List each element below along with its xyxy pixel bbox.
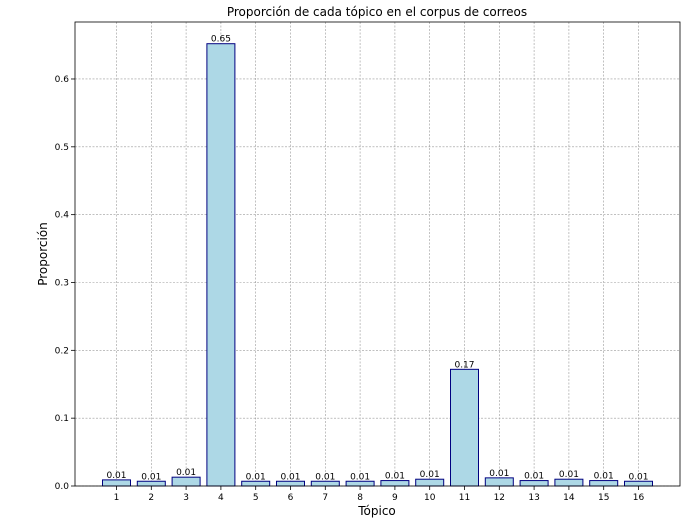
bar-value-label: 0.01 — [176, 468, 196, 478]
x-tick-label: 13 — [528, 493, 539, 503]
y-tick-label: 0.3 — [55, 278, 69, 288]
x-tick-label: 10 — [424, 493, 436, 503]
bar-value-label: 0.01 — [489, 469, 509, 479]
bar-topic-3 — [171, 476, 201, 487]
x-tick-label: 2 — [148, 493, 154, 503]
bar-topic-14 — [554, 478, 584, 487]
grid-layer — [75, 22, 680, 487]
bar-topic-12 — [484, 477, 514, 487]
bar-value-label: 0.01 — [524, 472, 544, 482]
y-tick-label: 0.2 — [55, 346, 69, 356]
bar-value-label: 0.01 — [106, 471, 126, 481]
bar-value-label: 0.01 — [628, 472, 648, 482]
bar-value-label: 0.17 — [454, 360, 474, 370]
bar-value-label: 0.01 — [141, 472, 161, 482]
bar-topic-4 — [206, 43, 236, 487]
labels-layer: 0.01 0.01 0.01 0.65 0.01 0.01 0.01 0.01 0.01 0.01… — [106, 35, 648, 483]
bar-value-label: 0.01 — [385, 472, 405, 482]
x-tick-label: 11 — [459, 493, 470, 503]
x-tick-label: 9 — [392, 493, 398, 503]
x-tick-label: 8 — [357, 493, 363, 503]
bar-value-label: 0.65 — [211, 35, 231, 45]
x-tick-label: 4 — [218, 493, 224, 503]
y-axis-label: Proporción — [36, 222, 50, 286]
bar-value-label: 0.01 — [559, 470, 579, 480]
bars-layer — [102, 43, 653, 487]
x-tick-label: 5 — [253, 493, 259, 503]
plot-frame — [74, 21, 681, 487]
x-tick-label: 12 — [494, 493, 505, 503]
y-tick-label: 0.4 — [55, 211, 70, 221]
bar-value-label: 0.01 — [315, 472, 335, 482]
axis-layer: 0.00.10.20.30.40.50.61 2 3 4 5 6 7 8 9 10 11 12 13 14… — [55, 75, 645, 503]
x-tick-label: 7 — [322, 493, 328, 503]
x-tick-label: 1 — [114, 493, 120, 503]
chart-title: Proporción de cada tópico en el corpus d… — [227, 5, 527, 19]
x-tick-label: 16 — [633, 493, 645, 503]
x-tick-label: 6 — [288, 493, 294, 503]
x-axis-label: Tópico — [357, 504, 396, 518]
x-tick-label: 14 — [563, 493, 575, 503]
x-tick-label: 3 — [183, 493, 189, 503]
bar-topic-10 — [415, 478, 445, 487]
y-tick-label: 0.5 — [55, 143, 69, 153]
y-tick-label: 0.1 — [55, 414, 69, 424]
x-tick-label: 15 — [598, 493, 609, 503]
bar-value-label: 0.01 — [420, 470, 440, 480]
bar-value-label: 0.01 — [246, 472, 266, 482]
bar-topic-11 — [450, 368, 479, 487]
y-tick-label: 0.6 — [55, 75, 70, 85]
bar-value-label: 0.01 — [594, 472, 614, 482]
bar-value-label: 0.01 — [350, 472, 370, 482]
y-tick-label: 0.0 — [55, 482, 70, 492]
bar-value-label: 0.01 — [280, 472, 300, 482]
